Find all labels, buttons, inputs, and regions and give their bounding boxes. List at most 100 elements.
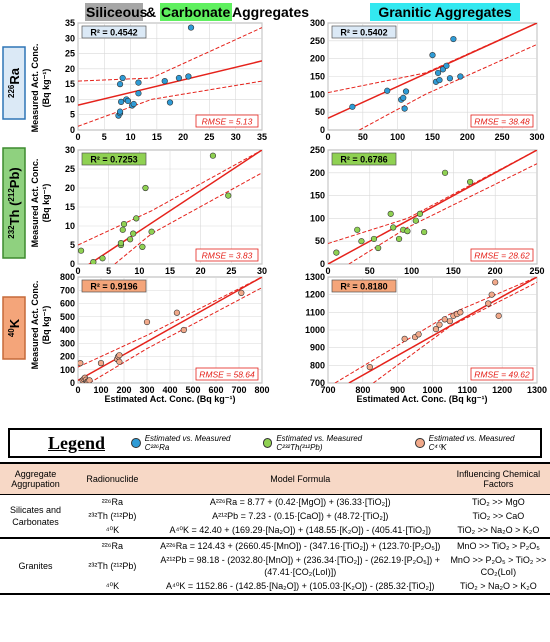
legend-marker-ra	[131, 438, 141, 448]
panel-plot-area	[78, 150, 262, 264]
factor-cell: MnO >> TiO₂ > P₂O₅	[456, 541, 540, 551]
x-tick-label: 5	[106, 266, 111, 276]
data-point	[124, 97, 132, 105]
r2-box	[331, 152, 397, 166]
x-tick-label: 50	[358, 132, 368, 142]
y-tick-label: 0	[70, 259, 75, 269]
group-name: Granites	[0, 538, 72, 595]
data-point	[429, 51, 436, 59]
legend: Legend Estimated vs. Measured C²²⁶Ra Est…	[8, 428, 542, 458]
legend-label-ra: Estimated vs. Measured C²²⁶Ra	[144, 434, 231, 452]
row-label-th: 232Th (212Pb)	[2, 147, 26, 259]
data-point	[467, 178, 474, 186]
fit-line	[328, 150, 537, 264]
x-tick-label: 0	[75, 385, 80, 395]
y-tick-label: 500	[60, 312, 75, 322]
factor-cell: TiO₂ >> MgO	[472, 497, 525, 507]
x-tick-label: 15	[165, 266, 175, 276]
x-tick-label: 10	[126, 132, 136, 142]
x-tick-label: 50	[365, 266, 375, 276]
fit-line	[78, 277, 262, 382]
nuclide-cell: ²²⁶Ra	[101, 497, 123, 507]
r2-box	[331, 279, 397, 293]
y-tick-label: 50	[315, 107, 325, 117]
data-point	[161, 77, 168, 85]
rmse-label: RMSE = 38.48	[474, 117, 530, 127]
data-point	[135, 90, 142, 97]
confidence-band-upper	[334, 277, 537, 383]
data-point	[436, 76, 443, 84]
x-tick-label: 30	[231, 132, 241, 142]
data-point	[119, 226, 126, 233]
y-tick-label: 100	[310, 89, 325, 99]
rmse-box	[470, 114, 534, 128]
x-tick-label: 200	[116, 385, 131, 395]
ylabel-row3-line1: Measured Act. Conc.	[30, 281, 40, 370]
x-tick-label: 200	[488, 266, 503, 276]
r2-label: R² = 0.8180	[340, 282, 387, 292]
legend-marker-k	[414, 438, 425, 448]
x-tick-label: 100	[404, 266, 419, 276]
y-tick-label: 0	[320, 259, 325, 269]
x-tick-label: 1000	[422, 385, 442, 395]
legend-label-k: Estimated vs. Measured C⁴⁰K	[428, 434, 515, 452]
x-tick-label: 20	[196, 266, 206, 276]
data-point	[333, 249, 340, 256]
panel-K-granitic: 700 800 900 1000 1100 1200 1300 700 800 900 1000 11…	[305, 272, 547, 395]
data-point	[175, 74, 183, 82]
data-point	[436, 321, 443, 328]
panel-Th-siliceous: 0 5 10 15 20 25 30 0 5 10 15 20 25 30 R² = 0.7253 RMSE …	[65, 145, 267, 276]
ylabel-row3-line2: (Bq kg⁻¹)	[41, 306, 51, 345]
y-tick-label: 700	[60, 285, 75, 295]
y-tick-label: 1300	[305, 272, 325, 282]
data-point	[180, 326, 187, 334]
y-tick-label: 300	[60, 338, 75, 348]
x-tick-label: 10	[134, 266, 144, 276]
factor-cell: TiO₂ >> CaO	[472, 511, 525, 521]
r2-label: R² = 0.9196	[90, 282, 137, 292]
table-row: ²³²Th (²¹²Pb) A²¹²Pb = 7.23 - (0.15·[CaO…	[0, 509, 550, 523]
r2-box	[331, 25, 397, 39]
x-tick-label: 150	[446, 266, 461, 276]
data-point	[370, 235, 378, 243]
y-tick-label: 1100	[305, 307, 325, 317]
y-tick-label: 600	[60, 299, 75, 309]
data-point	[488, 291, 495, 298]
data-point	[116, 352, 123, 359]
y-tick-label: 200	[60, 352, 75, 362]
row-label-ra: 226Ra	[2, 46, 26, 120]
svg-text:232Th (212Pb): 232Th (212Pb)	[7, 167, 22, 239]
data-point	[130, 230, 137, 237]
nuclide-cell: ²²⁶Ra	[101, 541, 123, 551]
y-tick-label: 5	[70, 240, 75, 250]
x-tick-label: 0	[75, 266, 80, 276]
x-tick-label: 5	[102, 132, 107, 142]
x-tick-label: 100	[390, 132, 405, 142]
xlabel-left: Estimated Act. Conc. (Bq kg⁻¹)	[105, 394, 236, 404]
y-tick-label: 300	[310, 18, 325, 28]
x-tick-label: 400	[162, 385, 177, 395]
r2-label: R² = 0.5402	[340, 28, 387, 38]
table-header-row: Aggregate Aggrupation Radionuclide Model…	[0, 462, 550, 495]
data-point	[354, 226, 361, 233]
nuclide-cell: ⁴⁰K	[71, 579, 154, 595]
data-point	[86, 377, 93, 383]
data-point	[238, 289, 245, 297]
legend-label-th: Estimated vs. Measured C²³²Th(²¹²Pb)	[276, 434, 363, 452]
group-name: Silicates and Carbonates	[0, 494, 72, 539]
data-point	[120, 221, 128, 228]
data-point	[492, 279, 499, 286]
y-tick-label: 30	[65, 145, 75, 155]
rmse-label: RMSE = 28.62	[474, 251, 530, 261]
legend-item-k: Estimated vs. Measured C⁴⁰K	[414, 434, 530, 452]
y-tick-label: 30	[65, 33, 75, 43]
confidence-band-lower	[359, 43, 537, 130]
y-tick-label: 1200	[305, 290, 325, 300]
x-tick-label: 30	[257, 266, 267, 276]
y-tick-label: 250	[310, 36, 325, 46]
y-tick-label: 0	[70, 125, 75, 135]
x-tick-label: 800	[254, 385, 269, 395]
data-point	[118, 98, 125, 105]
factor-cell: TiO₂ > Na₂O > K₂O	[446, 579, 550, 595]
rmse-label: RMSE = 3.83	[202, 251, 253, 261]
